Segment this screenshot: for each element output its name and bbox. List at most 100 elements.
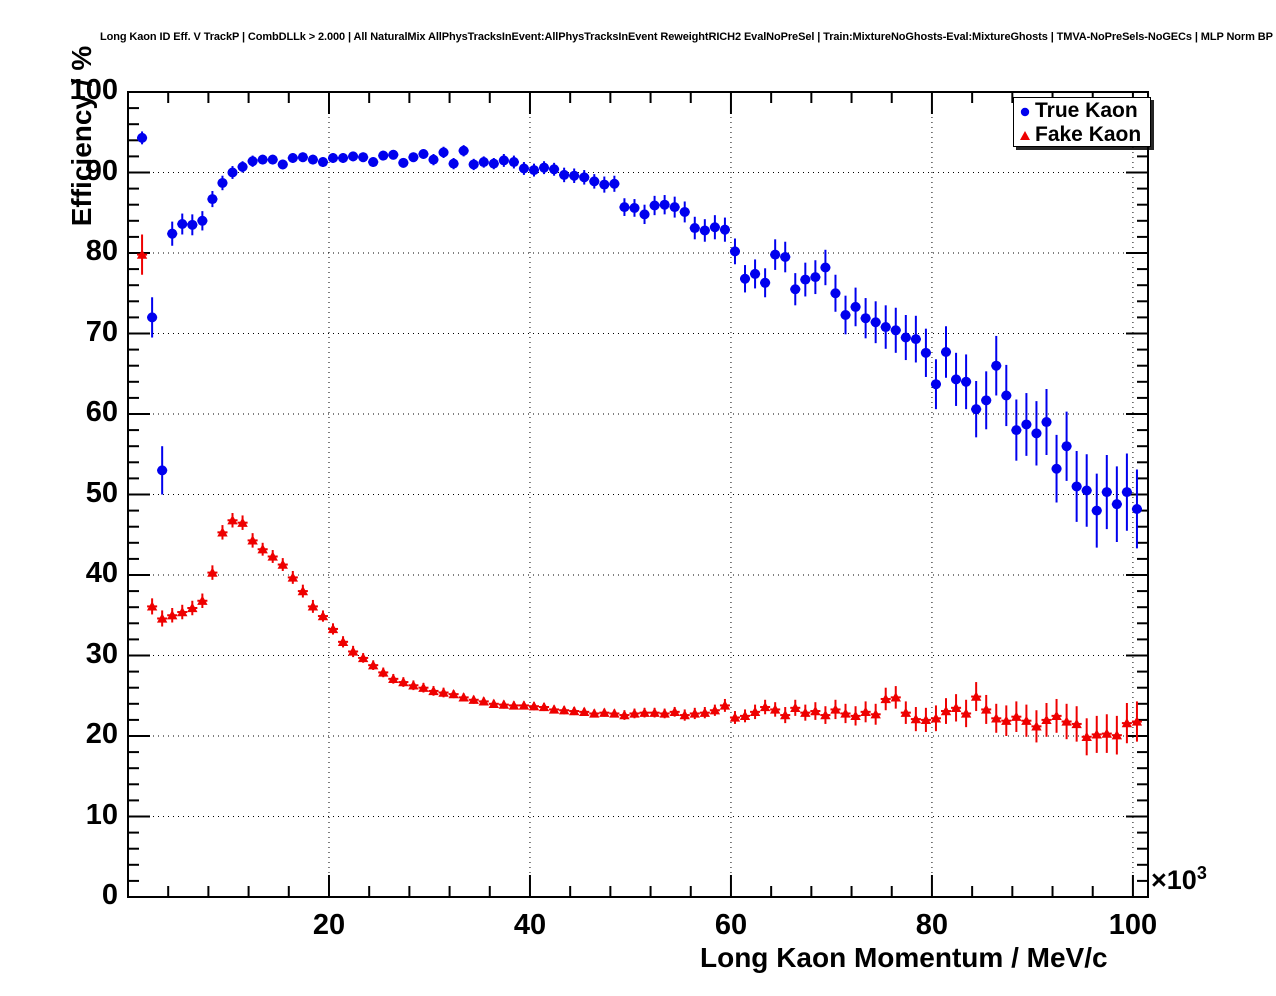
data-point-triangle [649,707,660,717]
data-point-circle [508,157,519,168]
y-tick-label: 100 [69,74,118,106]
data-point-circle [699,225,710,236]
data-point-circle [820,262,831,273]
data-point-circle [981,395,992,406]
data-point-triangle [307,601,319,611]
data-point-triangle [508,700,520,710]
data-point-circle [860,313,871,324]
data-point-triangle [780,709,791,720]
legend-entry: True Kaon [1018,99,1138,123]
data-point-triangle [267,551,278,561]
data-point-circle [810,272,821,283]
data-point-circle [187,219,198,230]
data-point-circle [870,317,881,328]
data-point-circle [358,152,369,163]
data-point-triangle [277,559,288,569]
y-tick-label: 0 [101,879,118,911]
data-point-triangle [820,709,831,720]
y-tick-label: 70 [85,315,118,348]
data-point-triangle [347,646,359,656]
data-point-circle [679,206,690,217]
data-point-triangle [528,701,540,711]
data-point-triangle [609,708,620,718]
data-point-triangle [830,704,841,714]
data-point-circle [669,202,680,213]
data-point-circle [599,179,610,190]
data-point-circle [418,148,429,159]
y-tick-label: 80 [85,235,118,267]
data-point-triangle [187,602,198,613]
data-point-circle [488,158,499,169]
data-point-triangle [659,708,670,718]
data-point-circle [1021,419,1032,430]
data-point-circle [951,374,962,385]
legend-entry: Fake Kaon [1018,123,1141,147]
data-point-circle [850,301,861,312]
data-point-circle [297,152,308,163]
data-point-circle [900,332,911,343]
data-point-circle [729,246,740,257]
data-point-triangle [357,652,369,663]
data-point-circle [780,252,791,263]
data-point-triangle [1121,717,1133,728]
data-point-circle [157,465,168,476]
y-tick-label: 40 [85,557,118,589]
y-tick-label: 50 [85,476,118,509]
data-point-triangle [388,673,399,684]
data-point-triangle [217,527,228,537]
data-point-triangle [257,544,268,554]
data-point-triangle [840,708,851,718]
data-point-circle [539,162,550,173]
x-exponent-base: ×10 [1151,865,1197,895]
data-point-circle [719,224,730,235]
data-point-triangle [769,704,781,714]
data-point-triangle [689,708,700,718]
data-point-triangle [327,623,339,634]
data-point-circle [800,274,811,285]
data-point-circle [277,159,288,170]
data-point-circle [448,158,459,169]
data-point-circle [438,147,449,158]
y-tick-label: 20 [85,718,118,750]
data-point-triangle [920,714,932,725]
data-point-circle [1131,503,1142,514]
data-point-triangle [991,713,1002,723]
data-point-triangle [970,691,982,701]
data-point-circle [750,268,761,279]
data-point-triangle [146,601,158,611]
data-point-circle [1011,425,1022,436]
data-point-triangle [880,693,891,704]
data-point-triangle [197,595,208,605]
data-point-circle [1081,485,1092,496]
data-point-circle [579,172,590,183]
data-point-triangle [739,710,751,721]
data-point-triangle [940,705,952,716]
data-point-triangle [810,705,821,716]
data-point-triangle [589,708,600,718]
data-point-circle [971,404,982,415]
data-point-triangle [960,708,972,718]
data-point-circle [629,202,640,213]
data-point-circle [689,223,700,234]
data-point-circle [247,156,258,167]
data-point-circle [147,312,158,323]
data-point-circle [910,334,921,345]
data-point-triangle [1111,729,1123,740]
data-point-triangle [709,705,721,715]
data-point-triangle [558,705,570,715]
legend-label: Fake Kaon [1035,123,1142,146]
data-point-triangle [1101,728,1112,738]
data-point-circle [167,228,178,239]
data-point-circle [1041,417,1052,428]
series-true-kaon [137,131,1142,549]
y-tick-label: 60 [85,396,118,428]
data-point-circle [267,154,278,165]
data-point-circle [740,273,751,284]
data-point-triangle [619,709,630,720]
data-point-circle [559,169,570,180]
data-point-circle [619,202,630,213]
data-point-triangle [317,610,329,621]
data-point-circle [137,132,148,143]
data-point-circle [1031,428,1042,439]
data-point-triangle [930,713,942,723]
